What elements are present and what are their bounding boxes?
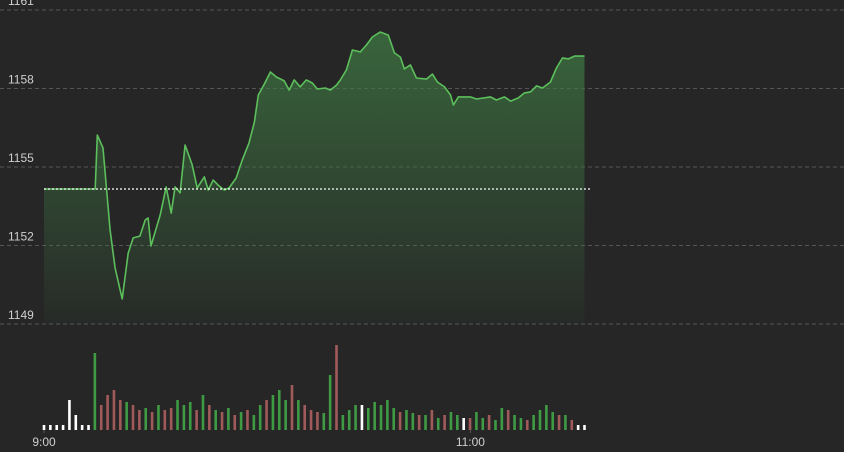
- volume-bar: [328, 375, 332, 430]
- volume-bar: [201, 395, 205, 430]
- volume-bar: [150, 412, 154, 430]
- volume-bar: [551, 412, 555, 430]
- volume-bar: [271, 395, 275, 430]
- volume-bar: [144, 408, 148, 430]
- volume-bar: [398, 412, 402, 430]
- y-tick-label: 1149: [8, 308, 34, 322]
- volume-bar: [112, 390, 116, 430]
- volume-bar: [379, 405, 383, 430]
- volume-bar: [449, 412, 453, 430]
- volume-bar: [335, 345, 338, 430]
- volume-bar: [163, 410, 167, 430]
- volume-bar: [233, 415, 237, 430]
- x-tick-label: 11:00: [456, 435, 485, 449]
- volume-bar: [475, 412, 478, 430]
- volume-bar: [576, 425, 580, 430]
- volume-bar: [195, 410, 198, 430]
- volume-bar: [93, 353, 97, 430]
- volume-bar: [462, 418, 465, 430]
- volume-bar: [61, 425, 65, 430]
- volume-bar: [169, 408, 173, 430]
- volume-bar: [570, 420, 574, 430]
- volume-bar: [316, 412, 319, 430]
- volume-bar: [500, 408, 504, 430]
- volume-bar: [277, 390, 281, 430]
- volume-bar: [347, 410, 351, 430]
- volume-bar: [494, 420, 497, 430]
- volume-bar: [138, 410, 141, 430]
- volume-bar: [176, 400, 179, 430]
- volume-bar: [214, 410, 217, 430]
- volume-bar: [265, 400, 268, 430]
- volume-bar: [284, 400, 287, 430]
- volume-bar: [252, 415, 256, 430]
- volume-bar: [297, 400, 300, 430]
- volume-bar: [125, 402, 128, 430]
- volume-bar: [220, 412, 224, 430]
- volume-bar: [538, 410, 542, 430]
- volume-bar: [322, 413, 326, 430]
- volume-bar: [208, 405, 211, 430]
- volume-bar: [227, 408, 230, 430]
- volume-bar: [303, 405, 307, 430]
- volume-bar: [341, 415, 345, 430]
- y-tick-label: 1152: [8, 230, 34, 244]
- volume-bar: [246, 410, 249, 430]
- volume-bar: [468, 418, 472, 430]
- volume-bar: [74, 415, 78, 430]
- y-tick-label: 1155: [8, 151, 34, 165]
- volume-bar: [366, 408, 370, 430]
- volume-bar: [411, 413, 415, 430]
- volume-bar: [443, 415, 446, 430]
- price-line: [44, 31, 585, 300]
- volume-bar: [131, 405, 135, 430]
- volume-bar: [119, 400, 122, 430]
- volume-bar: [481, 418, 485, 430]
- y-tick-label: 1161: [8, 0, 34, 8]
- volume-bar: [513, 415, 516, 430]
- volume-bar: [239, 412, 243, 430]
- volume-bar: [405, 410, 408, 430]
- volume-bar: [417, 415, 421, 430]
- volume-bar: [354, 405, 357, 430]
- volume-bar: [68, 400, 71, 430]
- volume-bar: [182, 405, 186, 430]
- volume-bar: [392, 408, 396, 430]
- volume-bar: [436, 418, 440, 430]
- x-tick-label: 9:00: [32, 435, 56, 449]
- volume-bar: [386, 400, 389, 430]
- y-tick-label: 1158: [8, 73, 34, 87]
- price-area: [44, 32, 585, 324]
- volume-bar: [106, 395, 109, 430]
- volume-bar: [424, 415, 427, 430]
- volume-bar: [519, 418, 523, 430]
- volume-bar: [456, 415, 459, 430]
- volume-bar: [564, 415, 567, 430]
- volume-bar: [188, 402, 192, 430]
- volume-bar: [49, 425, 52, 430]
- volume-bar: [157, 405, 160, 430]
- volume-bar: [525, 420, 529, 430]
- volume-bar: [55, 425, 59, 430]
- volume-bar: [258, 405, 262, 430]
- volume-bar: [487, 415, 491, 430]
- volume-bar: [80, 425, 84, 430]
- volume-bar: [373, 402, 376, 430]
- volume-bar: [87, 425, 90, 430]
- volume-bar: [360, 405, 364, 430]
- volume-bar: [290, 385, 294, 430]
- volume-bar: [42, 425, 46, 430]
- volume-bar: [532, 415, 535, 430]
- volume-bar: [545, 405, 548, 430]
- volume-bar: [430, 410, 434, 430]
- volume-bar: [309, 410, 313, 430]
- volume-bar: [99, 405, 103, 430]
- volume-bar: [557, 415, 561, 430]
- volume-bar: [583, 425, 586, 430]
- volume-bar: [506, 410, 510, 430]
